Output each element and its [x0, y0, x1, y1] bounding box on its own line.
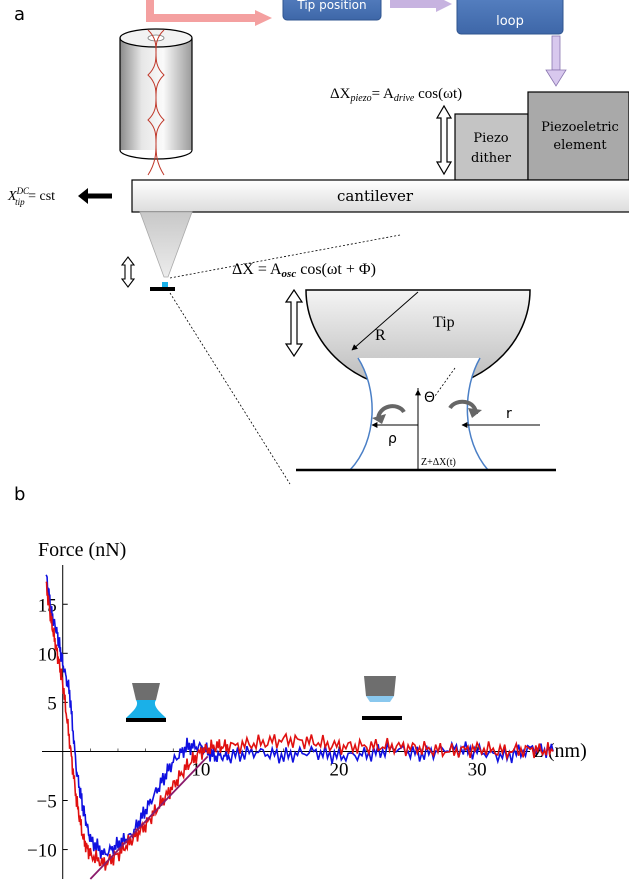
cantilever	[131, 179, 629, 213]
drive-equation: ΔXpiezo= Adrive cos(ωt)	[330, 86, 462, 104]
zoom-line-top	[169, 234, 401, 279]
piezo-element-block	[527, 91, 629, 181]
y-tick-label: 10	[38, 644, 57, 665]
y-tick-label: 5	[47, 693, 57, 714]
fit-line	[89, 755, 209, 880]
meniscus	[348, 357, 490, 471]
force-series-blue	[45, 574, 554, 859]
tip-oscillation-arrow-small	[120, 256, 136, 288]
feedback-loop: Tip position loop	[146, 0, 567, 87]
x-tick-label: 20	[329, 759, 348, 780]
radius-arrow	[351, 291, 419, 351]
y-tick-label: −10	[27, 841, 57, 862]
meniscus-insets	[126, 676, 402, 722]
x-tip-equation: XDC tip = cst	[7, 186, 112, 207]
theta-label: Θ	[424, 390, 435, 406]
piezo-oscillation-arrow	[435, 104, 453, 176]
y-tick-label: −5	[37, 792, 57, 813]
zoom-line-bottom	[169, 292, 291, 485]
tip-position-box	[282, 0, 382, 21]
cantilever-label: cantilever	[337, 187, 414, 205]
force-series-red	[45, 581, 554, 871]
y-axis-label: Force (nN)	[38, 539, 126, 561]
gap-label: Z+ΔX(t)	[421, 457, 456, 468]
piezo-dither-label-1: Piezo	[473, 131, 508, 146]
afm-tip-cone	[139, 211, 193, 278]
rho-label: ρ	[388, 431, 397, 447]
piezo-dither-block	[454, 113, 529, 181]
small-meniscus	[162, 282, 168, 287]
optical-fiber-tube	[119, 28, 193, 176]
loop-label: loop	[496, 14, 524, 29]
osc-equation: ΔX = Aosc cos(ωt + Φ)	[232, 261, 376, 280]
svg-text:ΔXpiezo= Adrive cos(ωt): ΔXpiezo= Adrive cos(ωt)	[330, 86, 462, 104]
x-tick-label: 30	[468, 759, 487, 780]
tip-oscillation-arrow-large	[284, 288, 304, 358]
piezo-element-label-1: Piezoeletric	[541, 120, 619, 135]
piezo-element-label-2: element	[553, 138, 607, 153]
svg-text:ΔX = Aosc cos(ωt + Φ): ΔX = Aosc cos(ωt + Φ)	[232, 261, 376, 280]
piezo-dither-label-2: dither	[471, 151, 512, 166]
r-label: r	[506, 406, 512, 422]
loop-box	[456, 0, 564, 35]
panel-b-label: b	[14, 484, 25, 505]
tip-position-label: Tip position	[296, 0, 366, 12]
tip-label: Tip	[433, 314, 455, 331]
x-tick-label: 10	[191, 759, 210, 780]
panel-a-label: a	[14, 4, 25, 25]
radius-label: R	[375, 327, 386, 344]
